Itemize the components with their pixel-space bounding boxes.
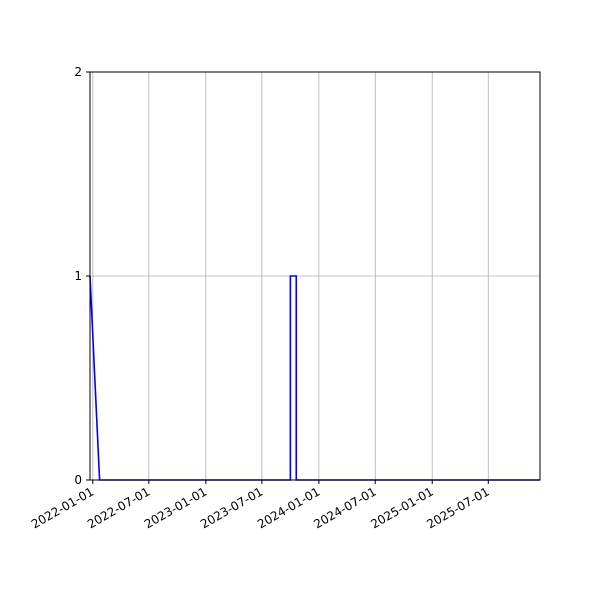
series-line xyxy=(89,275,540,481)
x-tick-label: 2022-07-01 xyxy=(85,484,152,531)
x-tick-label: 2023-07-01 xyxy=(198,484,265,531)
x-tick-label: 2025-01-01 xyxy=(368,484,435,531)
x-tick-label: 2024-01-01 xyxy=(255,484,322,531)
series-layer xyxy=(89,275,540,481)
grid xyxy=(90,71,540,481)
x-tick-label: 2025-07-01 xyxy=(424,484,491,531)
y-tick-label: 1 xyxy=(74,269,82,283)
x-tick-label: 2024-07-01 xyxy=(311,484,378,531)
y-tick-label: 0 xyxy=(74,473,82,487)
x-tick-label: 2023-01-01 xyxy=(142,484,209,531)
x-tick-label: 2022-01-01 xyxy=(29,484,96,531)
y-tick-label: 2 xyxy=(74,65,82,79)
